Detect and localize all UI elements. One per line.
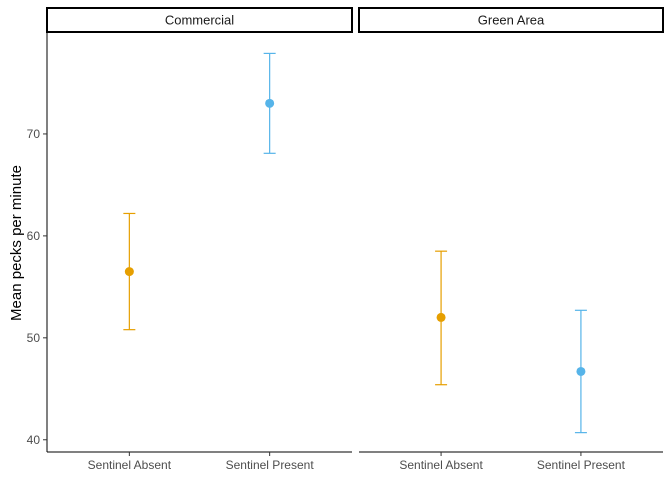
- panel: Commercial Sentinel Absent Sentinel Presen…: [46, 7, 353, 472]
- panel: Green Area Sentinel Absent Sentinel Presen…: [358, 7, 664, 472]
- mean-point: [124, 267, 134, 277]
- mean-point: [576, 366, 586, 376]
- x-tick-label: Sentinel Present: [226, 458, 315, 472]
- panels: Commercial Sentinel Absent Sentinel Presen…: [46, 7, 664, 472]
- facet-strip-label: Commercial: [165, 13, 234, 28]
- y-tick-label: 70: [27, 127, 41, 141]
- y-axis: 40 50 60 70: [27, 32, 48, 452]
- y-tick-label: 40: [27, 433, 41, 447]
- y-tick-label: 50: [27, 331, 41, 345]
- x-tick-label: Sentinel Absent: [88, 458, 172, 472]
- mean-point: [265, 98, 275, 108]
- facet-strip: [46, 7, 353, 33]
- mean-point: [436, 312, 446, 322]
- y-tick-label: 60: [27, 229, 41, 243]
- facet-strip: [358, 7, 664, 33]
- x-tick-label: Sentinel Absent: [399, 458, 483, 472]
- y-axis-title: Mean pecks per minute: [8, 165, 25, 321]
- facet-strip-label: Green Area: [478, 13, 545, 28]
- x-tick-label: Sentinel Present: [537, 458, 626, 472]
